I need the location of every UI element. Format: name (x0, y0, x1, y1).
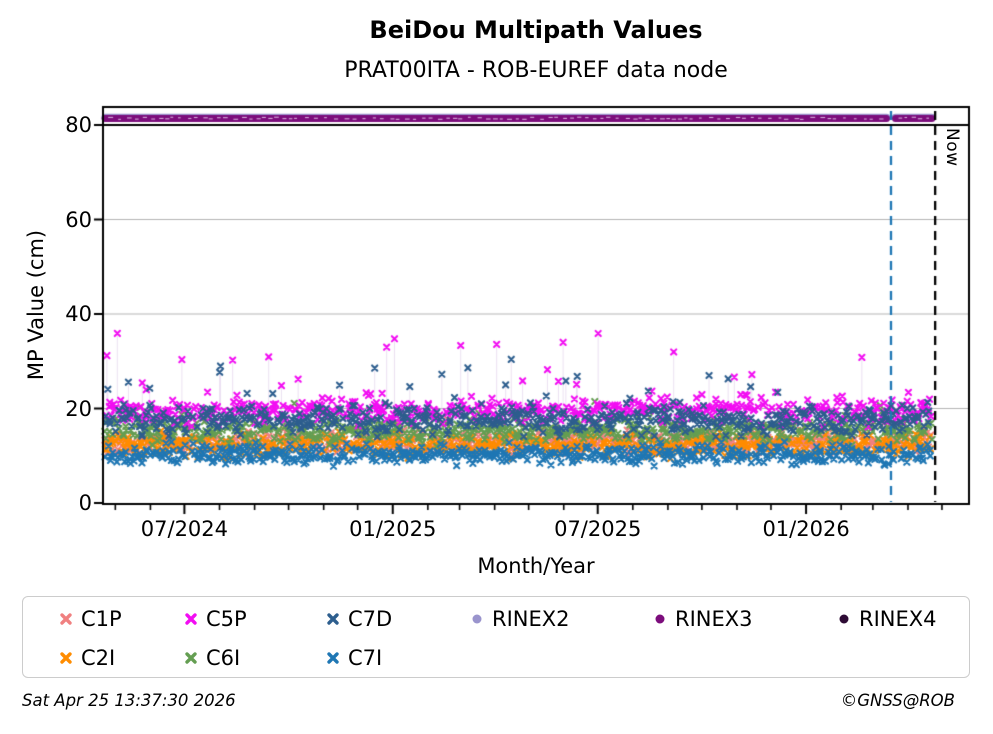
y-tick-label: 40 (65, 302, 92, 326)
y-tick-label: 0 (78, 491, 92, 515)
legend-marker-c1p (60, 613, 72, 625)
legend-label-c6i: C6I (206, 646, 241, 670)
chart-title: BeiDou Multipath Values (369, 16, 703, 44)
legend-marker-rinex4 (839, 614, 849, 624)
legend-label-c1p: C1P (81, 607, 122, 631)
legend-label-c2i: C2I (81, 646, 116, 670)
legend-label-rinex2: RINEX2 (492, 607, 570, 631)
y-tick-label: 20 (65, 396, 92, 421)
legend-marker-c6i (185, 652, 197, 664)
legend-label-c7d: C7D (348, 607, 393, 631)
now-line-label: Now (942, 128, 963, 167)
legend-marker-c7i (327, 652, 339, 664)
x-tick-label: 07/2025 (554, 517, 642, 541)
chart-subtitle: PRAT00ITA - ROB-EUREF data node (344, 58, 728, 83)
legend: C1P C5P C7D RINEX2 RINEX3 RINEX4 C2I C6I C7I (22, 596, 970, 678)
legend-label-rinex4: RINEX4 (859, 607, 937, 631)
y-tick-label: 60 (65, 207, 92, 232)
legend-marker-c7d (327, 613, 339, 625)
y-tick-label: 80 (65, 113, 92, 137)
legend-marker-c2i (60, 652, 72, 664)
legend-marker-rinex3 (655, 614, 665, 624)
x-tick-label: 01/2026 (762, 517, 850, 541)
legend-label-c7i: C7I (348, 646, 383, 670)
legend-label-c5p: C5P (206, 607, 247, 631)
legend-marker-c5p (185, 613, 197, 625)
legend-marker-rinex2 (472, 614, 482, 624)
copyright-credit: ©GNSS@ROB (840, 691, 955, 710)
legend-label-rinex3: RINEX3 (675, 607, 753, 631)
y-axis-label: MP Value (cm) (24, 229, 48, 381)
x-tick-label: 07/2024 (140, 517, 229, 541)
plot-timestamp: Sat Apr 25 13:37:30 2026 (22, 691, 236, 710)
x-tick-label: 01/2025 (349, 517, 437, 541)
x-axis-label: Month/Year (477, 554, 595, 578)
